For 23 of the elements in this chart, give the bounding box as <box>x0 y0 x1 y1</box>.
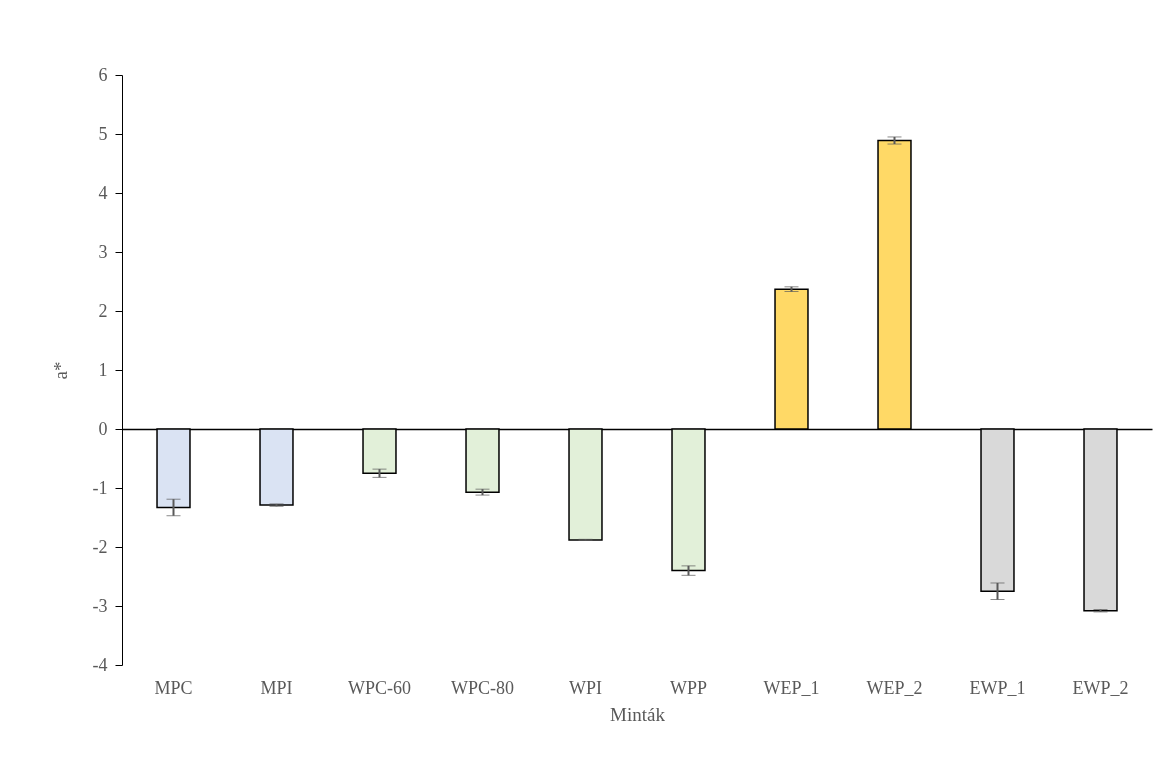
x-tick-label: WPI <box>569 677 602 698</box>
x-tick-label: WPP <box>669 677 708 698</box>
x-tick-label: MPI <box>260 677 293 698</box>
y-tick-label: 2 <box>98 300 108 321</box>
y-tick-label: -1 <box>92 477 108 498</box>
y-tick-label: 5 <box>98 123 108 144</box>
y-tick-label: 3 <box>98 241 108 262</box>
y-tick-label: 4 <box>98 182 108 203</box>
x-tick-label: EWP_2 <box>1072 677 1129 698</box>
x-tick-label: EWP_1 <box>969 677 1026 698</box>
x-axis-title: Minták <box>610 703 666 725</box>
x-tick-label: WPC-60 <box>348 677 411 698</box>
y-tick-label: -3 <box>92 595 108 616</box>
y-axis-title: a* <box>49 361 71 380</box>
y-tick-label: -2 <box>92 536 108 557</box>
y-tick-label: 0 <box>98 418 108 439</box>
x-tick-label: WEP_2 <box>866 677 923 698</box>
y-tick-label: -4 <box>92 654 108 675</box>
x-tick-label: WPC-80 <box>451 677 514 698</box>
y-tick-label: 1 <box>98 359 108 380</box>
x-tick-label: MPC <box>154 677 193 698</box>
x-tick-label: WEP_1 <box>763 677 820 698</box>
y-tick-label: 6 <box>98 64 108 85</box>
